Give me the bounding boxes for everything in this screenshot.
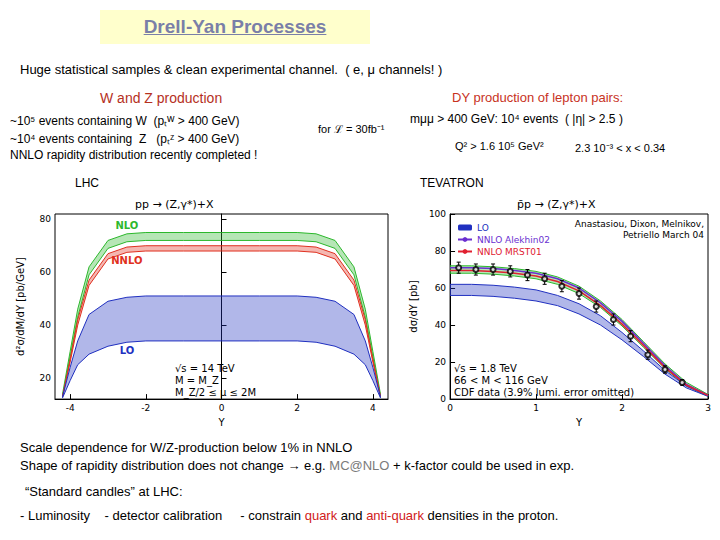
svg-text:LO: LO [477, 223, 489, 233]
svg-text:3: 3 [705, 403, 711, 413]
svg-text:√s = 14 TeV: √s = 14 TeV [175, 363, 235, 374]
svg-text:40: 40 [40, 320, 52, 330]
svg-text:Y: Y [217, 417, 225, 428]
svg-text:0: 0 [440, 394, 446, 404]
svg-text:M = M_Z: M = M_Z [175, 375, 219, 387]
svg-text:d²σ/dM/dY [pb/GeV]: d²σ/dM/dY [pb/GeV] [15, 257, 26, 356]
svg-text:80: 80 [40, 214, 52, 224]
svg-text:40: 40 [435, 320, 447, 330]
html-text:Shape of rapidity distribution: Shape of rapidity distribution does not … [20, 458, 575, 473]
html-text:“Standard candles” at LHC:: “Standard candles” at LHC: [25, 484, 183, 499]
svg-text:dσ/dY [pb]: dσ/dY [pb] [408, 280, 419, 332]
svg-text:CDF data (3.9% lumi. error omi: CDF data (3.9% lumi. error omitted) [454, 387, 634, 398]
svg-text:-4: -4 [66, 403, 75, 413]
html-text:DY production of lepton pairs:: DY production of lepton pairs: [452, 90, 623, 105]
svg-text:1: 1 [533, 403, 539, 413]
svg-text:66 < M < 116 GeV: 66 < M < 116 GeV [454, 375, 548, 386]
svg-text:p̄p → (Z,γ*)+X: p̄p → (Z,γ*)+X [517, 198, 596, 211]
svg-text:NNLO MRST01: NNLO MRST01 [477, 247, 542, 257]
html-text:mμμ > 400 GeV: 10⁴ events ( |η: mμμ > 400 GeV: 10⁴ events ( |η| > 2.5 ) [410, 112, 623, 126]
svg-text:2: 2 [619, 403, 625, 413]
html-text:2.3 10⁻³ < x < 0.34: 2.3 10⁻³ < x < 0.34 [575, 142, 666, 154]
svg-text:0: 0 [447, 403, 453, 413]
html-text:TEVATRON: TEVATRON [420, 176, 484, 190]
svg-text:60: 60 [40, 267, 52, 277]
html-text:Huge statistical samples & cle: Huge statistical samples & clean experim… [20, 62, 443, 77]
svg-text:80: 80 [435, 246, 447, 256]
svg-text:M_Z/2 ≤ μ ≤ 2M: M_Z/2 ≤ μ ≤ 2M [175, 387, 256, 399]
svg-text:20: 20 [40, 373, 52, 383]
svg-text:Y: Y [575, 417, 583, 428]
svg-text:Petriello March 04: Petriello March 04 [623, 230, 704, 240]
svg-text:100: 100 [429, 209, 446, 219]
svg-text:4: 4 [370, 403, 376, 413]
html-text:Q² > 1.6 10⁵ GeV²: Q² > 1.6 10⁵ GeV² [455, 140, 544, 152]
html-text:~10⁴ events containing Z (pₜᶻ: ~10⁴ events containing Z (pₜᶻ > 400 GeV) [10, 132, 240, 146]
svg-text:NNLO: NNLO [111, 255, 142, 266]
svg-text:60: 60 [435, 283, 447, 293]
html-text:W and Z production: W and Z production [100, 90, 223, 106]
html-text:LHC: LHC [75, 176, 99, 190]
svg-text:0: 0 [219, 403, 225, 413]
html-text:NNLO rapidity distribution rec: NNLO rapidity distribution recently comp… [10, 148, 258, 162]
html-text:Scale dependence for W/Z-produ: Scale dependence for W/Z-production belo… [20, 440, 353, 455]
html-text:for ℒ = 30fb⁻¹: for ℒ = 30fb⁻¹ [318, 123, 385, 135]
svg-text:Anastasiou, Dixon, Melnikov,: Anastasiou, Dixon, Melnikov, [575, 219, 704, 229]
svg-text:LO: LO [120, 345, 135, 356]
svg-text:20: 20 [435, 357, 447, 367]
svg-text:√s = 1.8 TeV: √s = 1.8 TeV [454, 363, 517, 374]
svg-text:pp → (Z,γ*)+X: pp → (Z,γ*)+X [135, 198, 214, 211]
svg-text:NNLO Alekhin02: NNLO Alekhin02 [477, 235, 550, 245]
svg-text:2: 2 [294, 403, 300, 413]
html-text:- Luminosity - detector calibr: - Luminosity - detector calibration - co… [20, 508, 559, 523]
svg-text:-2: -2 [141, 403, 150, 413]
svg-text:NLO: NLO [115, 220, 138, 231]
html-text:~10⁵ events containing W (pₜᵂ: ~10⁵ events containing W (pₜᵂ > 400 GeV) [10, 114, 240, 128]
html-text:Drell-Yan Processes: Drell-Yan Processes [143, 16, 327, 37]
